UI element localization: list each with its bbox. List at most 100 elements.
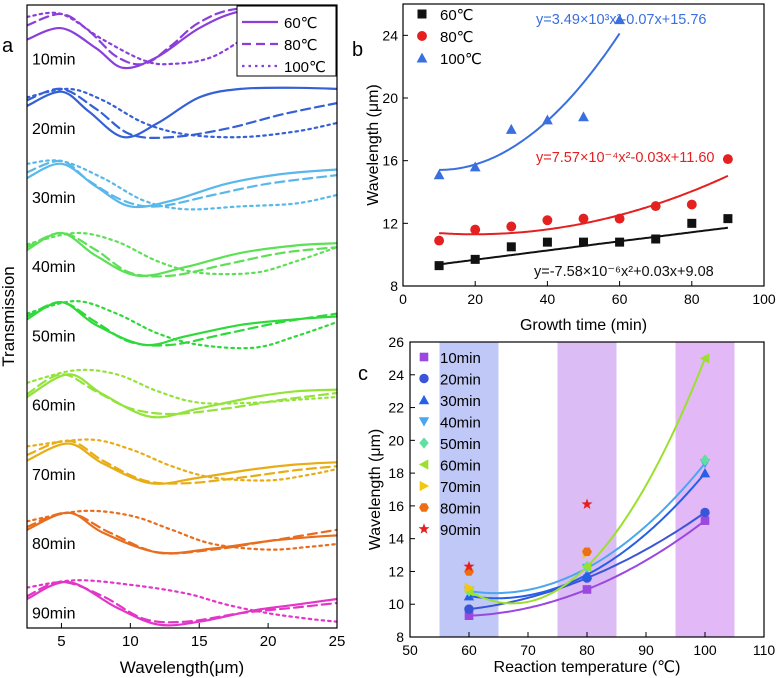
data-point-90min bbox=[581, 498, 593, 509]
curve-70min-60C bbox=[27, 442, 337, 485]
legend-c-label: 80min bbox=[440, 501, 481, 518]
x-tick-label-c: 70 bbox=[520, 642, 536, 658]
curve-30min-100C bbox=[27, 159, 337, 211]
data-point-100℃ bbox=[469, 161, 481, 172]
x-tick-label-a: 25 bbox=[329, 633, 346, 650]
data-point-100℃ bbox=[433, 169, 445, 180]
legend-c-label: 10min bbox=[440, 350, 481, 367]
data-point-80℃ bbox=[434, 235, 445, 246]
legend-c-marker bbox=[418, 417, 430, 427]
legend-c-label: 20min bbox=[440, 372, 481, 389]
data-point-100℃ bbox=[542, 114, 553, 125]
curve-20min-60C bbox=[27, 86, 337, 139]
legend-a: 60℃ 80℃ 100℃ bbox=[236, 5, 337, 77]
y-tick-label-c: 14 bbox=[388, 531, 404, 547]
data-point-60min bbox=[581, 561, 592, 572]
y-tick-label-b: 12 bbox=[382, 215, 398, 231]
data-point-10min bbox=[464, 611, 474, 620]
legend-b-label: 100℃ bbox=[440, 51, 482, 68]
data-point-10min bbox=[700, 516, 710, 525]
group-label-50min: 50min bbox=[32, 328, 76, 345]
x-tick-label-c: 50 bbox=[402, 642, 418, 658]
group-label-40min: 40min bbox=[32, 259, 76, 276]
group-label-80min: 80min bbox=[32, 536, 76, 553]
y-tick-label-c: 12 bbox=[388, 563, 404, 579]
x-tick-label-b: 60 bbox=[612, 291, 628, 307]
fit-equation-100℃: y=3.49×10³x²-0.07x+15.76 bbox=[536, 12, 707, 28]
x-tick-label-a: 15 bbox=[191, 633, 208, 650]
y-tick-label-c: 20 bbox=[388, 432, 404, 448]
legend-c-marker bbox=[419, 503, 429, 512]
x-tick-label-a: 5 bbox=[57, 633, 65, 650]
data-point-90min bbox=[463, 560, 475, 572]
y-tick-label-b: 24 bbox=[382, 27, 398, 43]
curve-90min-100C bbox=[27, 579, 337, 623]
curve-40min-100C bbox=[27, 231, 337, 276]
curve-50min-100C bbox=[27, 299, 337, 350]
x-tick-label-a: 20 bbox=[260, 633, 277, 650]
group-label-20min: 20min bbox=[32, 121, 76, 138]
y-tick-label-c: 24 bbox=[388, 367, 404, 383]
data-point-30min bbox=[699, 467, 711, 478]
curve-30min-80C bbox=[27, 159, 337, 208]
data-point-60℃ bbox=[542, 237, 552, 247]
x-axis-label-a: Wavelength(μm) bbox=[120, 658, 244, 677]
y-tick-label-c: 10 bbox=[388, 596, 404, 612]
data-point-60℃ bbox=[470, 254, 480, 264]
panel-a-plot-area bbox=[27, 5, 337, 627]
legend-c-label: 60min bbox=[440, 458, 481, 475]
curve-50min-80C bbox=[27, 301, 337, 347]
y-axis-label-c: Wavelength (μm) bbox=[367, 429, 384, 551]
fit-equation-60℃: y=-7.58×10⁻⁶x²+0.03x+9.08 bbox=[534, 264, 714, 280]
legend-c-marker bbox=[419, 373, 429, 384]
legend-c-marker bbox=[418, 459, 429, 470]
panel-a-transmission-chart: 10min 20min 30min 40min 50min 60min 70min 80min… bbox=[0, 4, 346, 677]
y-tick-label-b: 20 bbox=[382, 90, 398, 106]
panel-label-b: b bbox=[352, 39, 363, 61]
x-tick-label-b: 0 bbox=[399, 291, 407, 307]
y-tick-label-b: 8 bbox=[390, 278, 398, 294]
x-tick-label-c: 80 bbox=[579, 642, 595, 658]
legend-c-label: 90min bbox=[440, 522, 481, 539]
y-tick-label-b: 16 bbox=[382, 153, 398, 169]
legend-b-marker bbox=[417, 31, 427, 41]
group-label-90min: 90min bbox=[32, 605, 76, 622]
x-tick-label-b: 40 bbox=[540, 291, 556, 307]
panel-b-growth-time-chart: 0 20 40 60 80 100 8 12 16 20 24 Growth time (min) Wa… bbox=[365, 3, 776, 334]
x-axis-label-b: Growth time (min) bbox=[520, 317, 647, 334]
curve-20min-80C bbox=[27, 87, 337, 139]
legend-b-marker bbox=[416, 52, 428, 63]
legend-c-marker bbox=[418, 523, 430, 534]
panel-label-c: c bbox=[358, 363, 368, 385]
y-axis-label-a: Transmission bbox=[0, 266, 18, 366]
x-tick-label-c: 90 bbox=[638, 642, 654, 658]
data-point-60min bbox=[699, 353, 710, 364]
data-point-100℃ bbox=[578, 111, 589, 122]
legend-a-label: 80℃ bbox=[284, 37, 318, 54]
x-tick-label-c: 60 bbox=[461, 642, 477, 658]
curve-30min-60C bbox=[27, 162, 337, 209]
legend-a-box bbox=[236, 5, 337, 77]
data-point-60℃ bbox=[651, 234, 661, 244]
data-point-20min bbox=[700, 507, 710, 518]
y-axis-label-b: Wavelength (μm) bbox=[365, 84, 382, 206]
data-point-60℃ bbox=[723, 214, 733, 224]
data-point-50min bbox=[700, 454, 710, 466]
group-label-60min: 60min bbox=[32, 398, 76, 415]
y-tick-label-c: 18 bbox=[388, 465, 404, 481]
curve-60min-80C bbox=[27, 373, 337, 416]
fit-equation-80℃: y=7.57×10⁻⁴x²-0.03x+11.60 bbox=[536, 150, 714, 166]
data-point-30min bbox=[581, 569, 593, 580]
legend-c-marker bbox=[418, 394, 430, 405]
data-point-80min bbox=[582, 547, 592, 557]
legend-c-label: 40min bbox=[440, 415, 481, 432]
legend-a-label: 60℃ bbox=[284, 15, 318, 32]
group-label-70min: 70min bbox=[32, 467, 76, 484]
x-tick-label-b: 80 bbox=[684, 291, 700, 307]
x-tick-label-b: 100 bbox=[752, 291, 776, 307]
y-tick-label-c: 26 bbox=[388, 334, 404, 350]
data-point-60℃ bbox=[615, 237, 625, 247]
data-point-100℃ bbox=[505, 123, 517, 134]
data-point-60℃ bbox=[579, 237, 588, 247]
